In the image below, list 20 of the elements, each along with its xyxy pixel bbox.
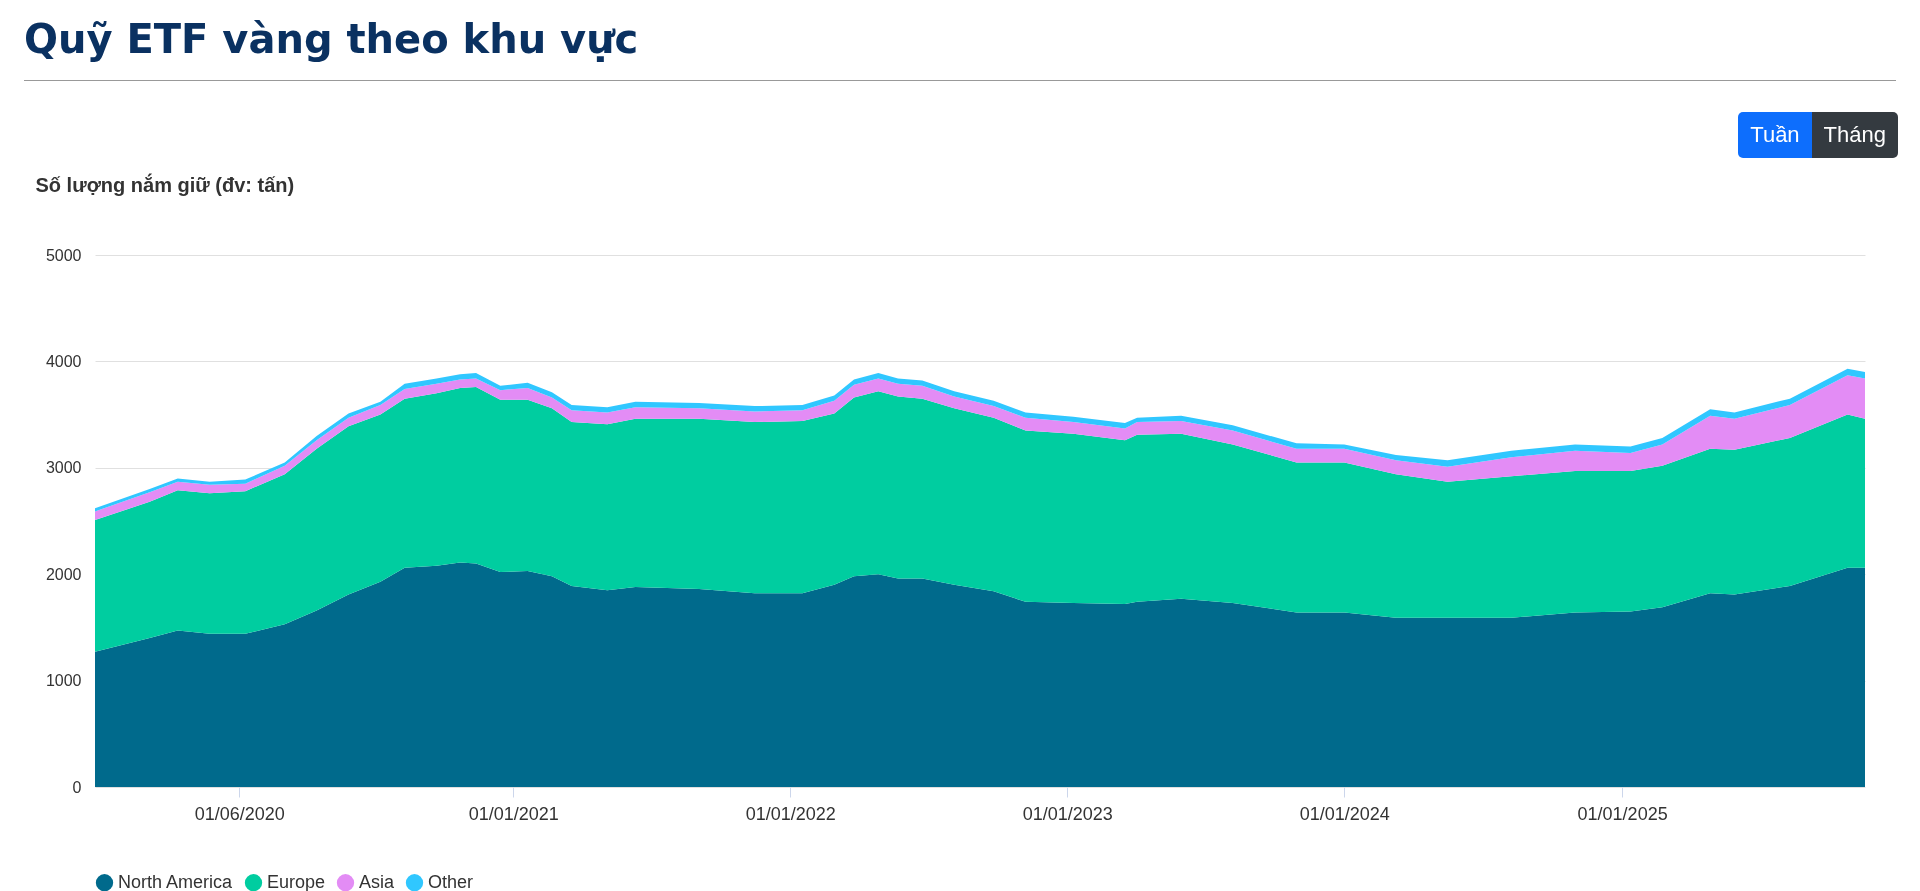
y-tick-label: 3000: [45, 459, 82, 477]
x-tick-label: 01/01/2022: [745, 803, 836, 824]
legend-label: North America: [118, 871, 234, 891]
y-tick-label: 1000: [45, 672, 82, 690]
x-tick-label: 01/01/2021: [468, 803, 559, 824]
toggle-button[interactable]: Tháng: [1811, 112, 1898, 158]
x-tick-label: 01/06/2020: [194, 803, 285, 824]
toggle-button[interactable]: Tuần: [1738, 112, 1812, 158]
x-tick-label: 01/01/2025: [1577, 803, 1668, 824]
y-tick-label: 0: [72, 778, 82, 796]
y-tick-label: 5000: [45, 246, 82, 264]
chart-title: Quỹ ETF vàng theo khu vực: [23, 15, 640, 64]
legend-label: Other: [428, 871, 474, 891]
x-tick-label: 01/01/2023: [1022, 803, 1113, 824]
y-tick-label: 4000: [45, 352, 82, 370]
legend-label: Europe: [267, 871, 326, 891]
x-tick-label: 01/01/2024: [1299, 803, 1390, 824]
y-axis-title: Số lượng nắm giữ (đv: tấn): [35, 172, 295, 196]
y-tick-label: 2000: [45, 565, 82, 583]
legend-label: Asia: [359, 871, 395, 891]
